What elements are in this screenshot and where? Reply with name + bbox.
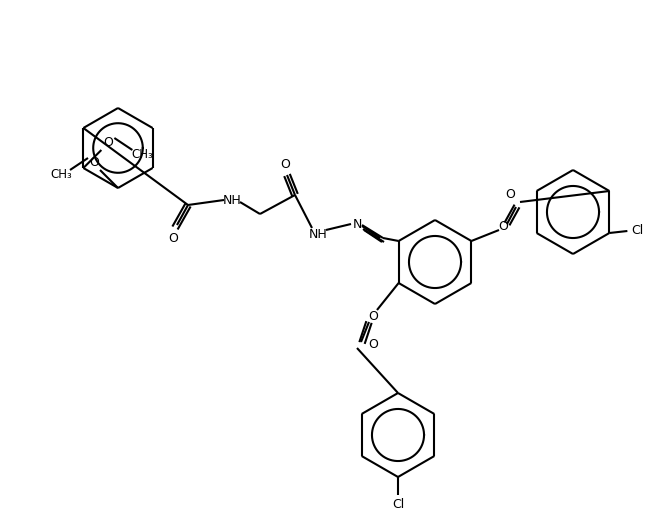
Text: O: O	[103, 137, 113, 149]
Text: CH₃: CH₃	[50, 169, 72, 181]
Text: N: N	[352, 218, 362, 230]
Text: O: O	[89, 155, 99, 169]
Text: CH₃: CH₃	[132, 148, 153, 162]
Text: NH: NH	[309, 228, 327, 240]
Text: O: O	[505, 187, 515, 201]
Text: O: O	[368, 337, 378, 351]
Text: NH: NH	[223, 194, 242, 206]
Text: O: O	[168, 232, 178, 245]
Text: Cl: Cl	[631, 225, 643, 237]
Text: Cl: Cl	[392, 498, 404, 511]
Text: O: O	[498, 220, 508, 234]
Text: O: O	[280, 157, 290, 170]
Text: O: O	[368, 310, 378, 322]
